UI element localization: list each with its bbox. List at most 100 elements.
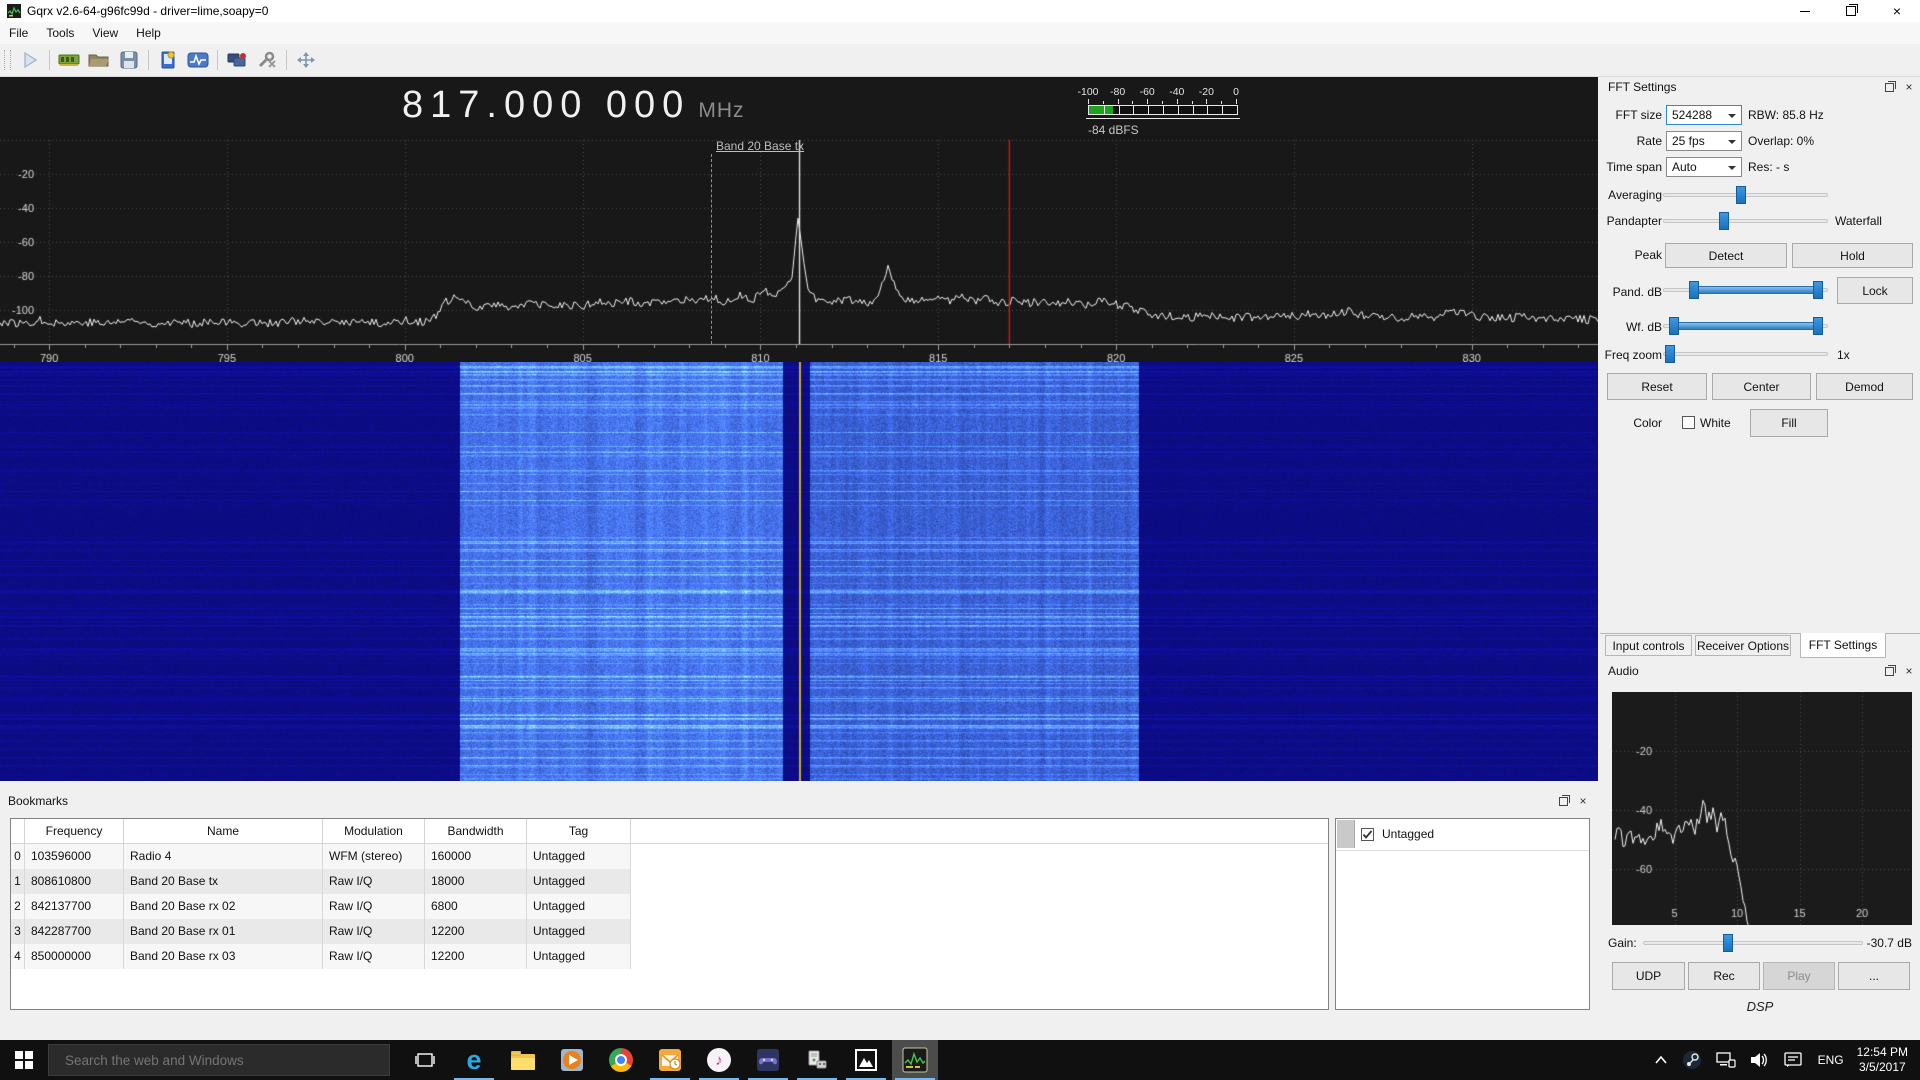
fft-display-button[interactable] [185,47,211,73]
table-cell[interactable]: 12200 [425,919,527,944]
table-cell[interactable]: 160000 [425,844,527,869]
table-cell[interactable]: 12200 [425,944,527,969]
tab-receiver-options[interactable]: Receiver Options [1695,635,1791,656]
col-header-bandwidth[interactable]: Bandwidth [425,819,527,843]
table-cell[interactable]: Band 20 Base tx [124,869,323,894]
slider-handle[interactable] [1669,317,1680,335]
white-checkbox[interactable] [1682,416,1695,429]
tray-steam-icon[interactable] [1675,1040,1709,1080]
fill-button[interactable]: Fill [1750,409,1828,437]
col-header-name[interactable]: Name [124,819,323,843]
pandapter-waterfall-slider[interactable] [1663,212,1828,230]
menu-help[interactable]: Help [136,26,161,40]
search-input[interactable] [63,1051,367,1069]
table-cell[interactable]: Band 20 Base rx 01 [124,919,323,944]
restore-button[interactable] [1828,0,1874,22]
slider-handle[interactable] [1718,212,1729,230]
tab-fft-settings[interactable]: FFT Settings [1800,633,1886,658]
close-panel-icon[interactable]: × [1905,663,1913,678]
row-number[interactable]: 1 [11,869,25,894]
slider-handle[interactable] [1813,317,1824,335]
fft-size-combo[interactable]: 524288 [1666,105,1742,125]
rec-button[interactable]: Rec [1688,962,1760,990]
language-indicator[interactable]: ENG [1817,1053,1844,1067]
table-cell[interactable]: 842287700 [25,919,124,944]
col-header-tag[interactable]: Tag [527,819,631,843]
close-button[interactable]: × [1892,3,1902,19]
frequency-digits[interactable]: 817.000 000 [402,84,691,126]
float-panel-icon[interactable] [1556,794,1570,808]
rate-combo[interactable]: 25 fps [1666,131,1742,151]
table-cell[interactable]: Band 20 Base rx 02 [124,894,323,919]
taskbar-search[interactable] [48,1044,390,1076]
taskbar-app-chrome[interactable] [598,1040,644,1080]
tray-chevron-up-icon[interactable] [1647,1040,1675,1080]
save-button[interactable] [116,47,142,73]
record-iq-button[interactable] [224,47,250,73]
clock[interactable]: 12:54 PM 3/5/2017 [1853,1045,1920,1075]
table-cell[interactable]: Raw I/Q [323,894,425,919]
taskbar-app-file-explorer[interactable] [500,1040,546,1080]
table-row[interactable]: 0 103596000 Radio 4 WFM (stereo) 160000 Untag… [11,844,1328,869]
table-cell[interactable]: Untagged [527,944,631,969]
udp-button[interactable]: UDP [1612,962,1685,990]
table-cell[interactable]: Radio 4 [124,844,323,869]
tag-checkbox[interactable] [1361,828,1374,841]
close-panel-icon[interactable]: × [1905,79,1913,94]
peak-detect-button[interactable]: Detect [1665,243,1787,268]
minimize-button[interactable] [1782,0,1828,22]
tray-action-center-icon[interactable] [1777,1040,1809,1080]
taskbar-app-photos[interactable] [843,1040,889,1080]
col-header-frequency[interactable]: Frequency [25,819,124,843]
tag-color-cell[interactable] [1337,820,1355,848]
float-panel-icon[interactable] [1882,80,1896,94]
task-view-button[interactable] [402,1040,448,1080]
pandapter-spectrum-canvas[interactable] [0,138,1598,362]
float-panel-icon[interactable] [1882,664,1896,678]
tray-volume-icon[interactable] [1743,1040,1777,1080]
table-cell[interactable]: Band 20 Base rx 03 [124,944,323,969]
audio-gain-slider[interactable] [1643,934,1863,952]
peak-hold-button[interactable]: Hold [1792,243,1913,268]
table-cell[interactable]: Untagged [527,894,631,919]
taskbar-app-mail[interactable] [647,1040,693,1080]
taskbar-app-edge[interactable]: e [451,1040,497,1080]
start-button[interactable] [0,1040,48,1080]
table-cell[interactable]: Raw I/Q [323,869,425,894]
tab-input-controls[interactable]: Input controls [1605,635,1692,656]
table-cell[interactable]: Untagged [527,869,631,894]
table-cell[interactable]: 842137700 [25,894,124,919]
averaging-slider[interactable] [1663,186,1828,204]
pandapter-db-range-slider[interactable] [1663,281,1828,299]
table-row[interactable]: 2 842137700 Band 20 Base rx 02 Raw I/Q 6800 U… [11,894,1328,919]
taskbar-app-itunes[interactable]: ♪ [696,1040,742,1080]
more-options-button[interactable]: ... [1838,962,1910,990]
menu-file[interactable]: File [9,26,29,40]
table-row[interactable]: 3 842287700 Band 20 Base rx 01 Raw I/Q 12200… [11,919,1328,944]
bookmarks-button[interactable] [155,47,181,73]
table-cell[interactable]: 103596000 [25,844,124,869]
row-number[interactable]: 4 [11,944,25,969]
waterfall-db-range-slider[interactable] [1663,317,1828,335]
taskbar-app-media-player[interactable] [549,1040,595,1080]
freq-zoom-slider[interactable] [1663,345,1828,363]
slider-handle[interactable] [1689,281,1700,299]
frequency-display[interactable]: 817.000 000 MHz [402,84,745,134]
taskbar-app-games[interactable] [745,1040,791,1080]
toolbar-drag-handle[interactable] [4,50,11,70]
table-cell[interactable]: Raw I/Q [323,944,425,969]
table-cell[interactable]: Untagged [527,919,631,944]
slider-handle[interactable] [1735,186,1746,204]
move-button[interactable] [293,47,319,73]
table-row[interactable]: 4 850000000 Band 20 Base rx 03 Raw I/Q 12200… [11,944,1328,969]
table-cell[interactable]: 6800 [425,894,527,919]
row-number[interactable]: 3 [11,919,25,944]
close-panel-icon[interactable]: × [1579,794,1587,808]
taskbar-app-printer-3d[interactable] [794,1040,840,1080]
center-button[interactable]: Center [1712,373,1811,400]
menu-view[interactable]: View [92,26,119,40]
lock-button[interactable]: Lock [1837,277,1913,304]
slider-handle[interactable] [1813,281,1824,299]
timespan-combo[interactable]: Auto [1666,157,1742,177]
demod-button[interactable]: Demod [1816,373,1913,400]
